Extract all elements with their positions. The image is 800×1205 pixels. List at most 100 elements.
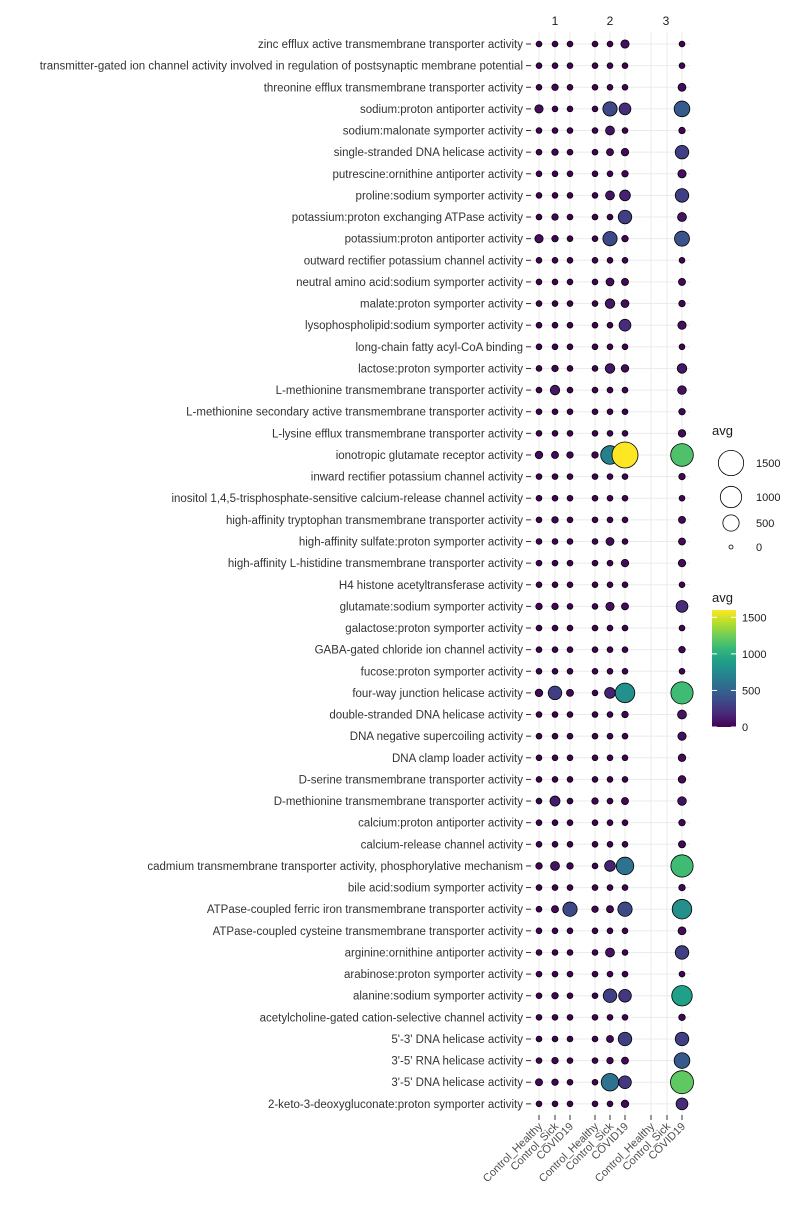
data-point (621, 776, 629, 783)
data-point (566, 213, 574, 221)
data-point (677, 775, 687, 784)
data-point (535, 213, 543, 221)
data-point (551, 559, 559, 567)
data-point (621, 386, 629, 394)
data-point (621, 430, 629, 437)
data-point (535, 192, 543, 199)
color-legend-title: avg (712, 590, 733, 605)
data-point (551, 1035, 559, 1043)
data-point (621, 624, 629, 632)
data-point (566, 365, 574, 372)
data-point (535, 40, 543, 48)
data-point (606, 754, 614, 762)
data-point (591, 970, 599, 978)
data-point (551, 451, 559, 459)
data-point (591, 343, 599, 351)
data-point (535, 776, 543, 783)
data-point (591, 386, 599, 394)
y-tick-label: L-methionine secondary active transmembr… (186, 407, 523, 419)
data-point (621, 235, 629, 243)
data-point (566, 732, 574, 740)
y-tick-label: fucose:proton symporter activity (361, 666, 524, 678)
y-tick-label: GABA-gated chloride ion channel activity (315, 645, 524, 657)
data-point (606, 321, 614, 329)
data-point (591, 430, 599, 437)
data-point (591, 538, 599, 545)
size-legend-key (717, 449, 745, 477)
data-point (591, 148, 599, 156)
data-point (604, 298, 616, 309)
y-tick-label: L-methionine transmembrane transporter a… (276, 385, 524, 397)
data-point (551, 538, 559, 545)
data-point (566, 494, 574, 502)
data-point (678, 278, 686, 286)
data-point (591, 321, 599, 329)
data-point (551, 668, 559, 675)
data-point (617, 209, 633, 225)
y-tick-label: 5'-3' DNA helicase activity (391, 1034, 523, 1046)
data-point (606, 624, 614, 632)
data-point (606, 776, 614, 783)
data-point (591, 689, 599, 697)
data-point (566, 970, 574, 978)
y-tick-label: potassium:proton exchanging ATPase activ… (292, 212, 523, 224)
data-point (591, 473, 599, 480)
y-tick-label: lysophospholipid:sodium symporter activi… (305, 320, 523, 332)
data-point (535, 668, 543, 675)
data-point (605, 601, 615, 611)
data-point (566, 927, 574, 935)
data-point (621, 1014, 629, 1021)
data-point (675, 1097, 689, 1111)
data-point (535, 754, 543, 762)
data-point (678, 624, 686, 632)
data-point (602, 988, 618, 1003)
data-point (677, 709, 687, 720)
data-point (551, 1078, 559, 1086)
data-point (591, 927, 599, 935)
data-point (566, 300, 574, 307)
data-point (677, 385, 687, 395)
data-point (670, 681, 694, 705)
data-point (535, 494, 543, 502)
data-point (621, 127, 629, 134)
data-point (605, 125, 615, 136)
data-point (551, 430, 559, 437)
data-point (605, 537, 615, 546)
data-point (674, 230, 690, 247)
data-point (606, 213, 614, 221)
data-point (535, 278, 543, 286)
data-point (602, 231, 618, 247)
data-point (535, 819, 543, 826)
data-point (674, 1031, 690, 1047)
data-point (551, 127, 559, 134)
data-point (677, 753, 687, 762)
data-point (591, 646, 599, 653)
data-point (566, 127, 574, 134)
y-tick-label: arabinose:proton symporter activity (344, 969, 523, 981)
y-tick-label: L-lysine efflux transmembrane transporte… (272, 428, 523, 440)
data-point (678, 1013, 686, 1021)
data-point (671, 899, 693, 920)
data-point (591, 451, 599, 459)
data-point (534, 450, 544, 460)
data-point (591, 516, 599, 524)
data-point (606, 62, 614, 69)
data-point (606, 581, 614, 589)
data-point (551, 213, 559, 221)
data-point (678, 343, 686, 351)
data-point (677, 429, 687, 438)
data-point (535, 1057, 543, 1064)
data-point (678, 472, 686, 481)
data-point (615, 856, 635, 876)
data-point (591, 300, 599, 307)
data-point (677, 796, 687, 806)
data-point (606, 170, 614, 178)
data-point (606, 494, 614, 502)
data-point (673, 1052, 691, 1069)
y-tick-label: single-stranded DNA helicase activity (334, 147, 523, 159)
data-point (566, 992, 574, 999)
data-point (535, 430, 543, 437)
data-point (606, 386, 614, 394)
y-tick-label: malate:proton symporter activity (360, 299, 523, 311)
data-point (670, 854, 694, 878)
